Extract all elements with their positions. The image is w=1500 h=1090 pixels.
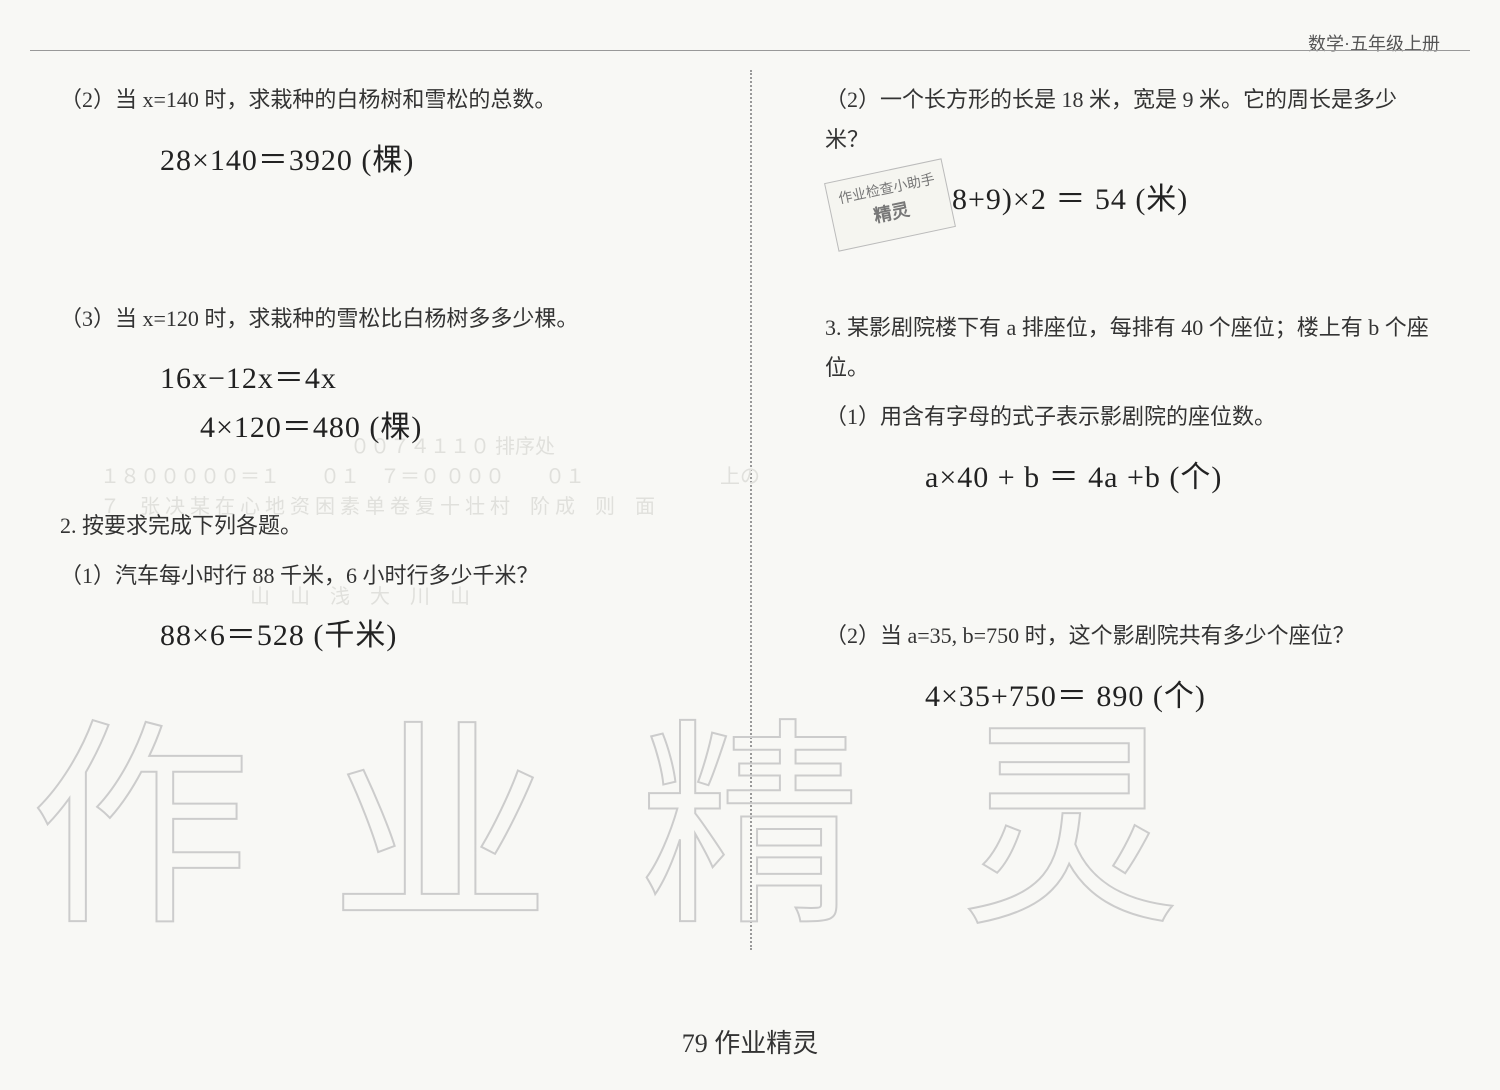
question-1-2: （2）当 x=140 时，求栽种的白杨树和雪松的总数。 28×140＝3920 … — [60, 80, 675, 179]
question-text: （2）当 x=140 时，求栽种的白杨树和雪松的总数。 — [60, 80, 675, 120]
ghost-text: 上の — [720, 460, 760, 489]
question-text: （2）一个长方形的长是 18 米，宽是 9 米。它的周长是多少米？ — [825, 80, 1440, 159]
page-header: 数学·五年级上册 — [1308, 30, 1440, 56]
question-text: （1）用含有字母的式子表示影剧院的座位数。 — [825, 397, 1440, 437]
question-1-3: （3）当 x=120 时，求栽种的雪松比白杨树多多少棵。 16x−12x＝4x … — [60, 299, 675, 447]
answer-text: a×40 + b ＝ 4a +b (个) — [925, 452, 1440, 496]
answer-text: 16x−12x＝4x — [160, 353, 675, 397]
question-3: 3. 某影剧院楼下有 a 排座位，每排有 40 个座位；楼上有 b 个座位。 （… — [825, 308, 1440, 496]
page-footer: 79 作业精灵 — [682, 1023, 819, 1060]
answer-text: 88×6＝528 (千米) — [160, 610, 675, 654]
column-divider — [750, 70, 752, 950]
answer-text: 4×120＝480 (棵) — [200, 402, 675, 446]
question-text: （2）当 a=35, b=750 时，这个影剧院共有多少个座位？ — [825, 616, 1440, 656]
question-text: 3. 某影剧院楼下有 a 排座位，每排有 40 个座位；楼上有 b 个座位。 — [825, 308, 1440, 387]
question-text: （1）汽车每小时行 88 千米，6 小时行多少千米？ — [60, 556, 675, 596]
header-divider — [30, 50, 1470, 51]
question-text: （3）当 x=120 时，求栽种的雪松比白杨树多多少棵。 — [60, 299, 675, 339]
left-column: （2）当 x=140 时，求栽种的白杨树和雪松的总数。 28×140＝3920 … — [30, 70, 705, 724]
answer-text: 28×140＝3920 (棵) — [160, 135, 675, 179]
answer-text: 4×35+750＝ 890 (个) — [925, 671, 1440, 715]
question-3-2: （2）当 a=35, b=750 时，这个影剧院共有多少个座位？ 4×35+75… — [825, 616, 1440, 715]
answer-text: (18+9)×2 ＝ 54 (米) — [925, 174, 1440, 218]
question-text: 2. 按要求完成下列各题。 — [60, 506, 675, 546]
question-2: 2. 按要求完成下列各题。 （1）汽车每小时行 88 千米，6 小时行多少千米？… — [60, 506, 675, 654]
